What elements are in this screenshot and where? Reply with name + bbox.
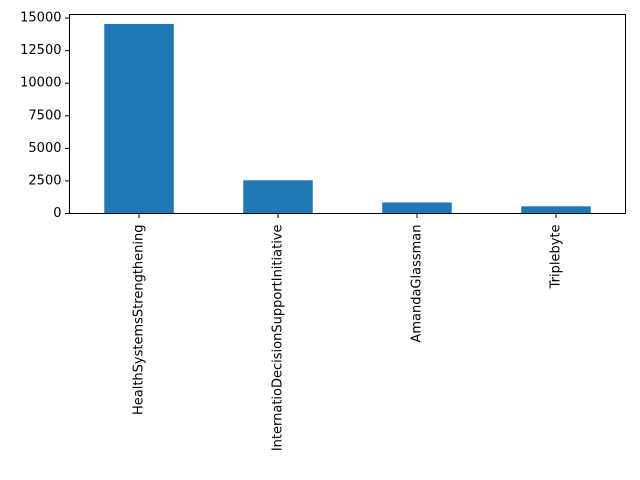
x-tick-label: HealthSystemsStrengthening (132, 225, 147, 416)
bar-2 (382, 202, 452, 214)
bar-3 (521, 206, 591, 214)
x-tick-label: InternatioDecisionSupportInitiative (271, 225, 286, 452)
y-tick-label: 15000 (20, 11, 61, 26)
x-tick-label: Triplebyte (549, 224, 564, 289)
y-axis: 0 2500 5000 7500 10000 12500 15000 (20, 11, 70, 221)
y-tick-label: 12500 (20, 43, 61, 58)
y-tick-label: 5000 (28, 141, 61, 156)
bar-0 (104, 23, 174, 214)
y-tick-label: 2500 (28, 173, 61, 188)
y-tick-label: 0 (53, 206, 61, 221)
y-tick-label: 10000 (20, 76, 61, 91)
bars-layer (104, 23, 591, 214)
y-tick-label: 7500 (28, 108, 61, 123)
x-axis: HealthSystemsStrengthening InternatioDeci… (132, 213, 564, 452)
x-tick-label: AmandaGlassman (410, 225, 425, 343)
plot-frame (69, 14, 626, 214)
bar-1 (243, 180, 313, 214)
